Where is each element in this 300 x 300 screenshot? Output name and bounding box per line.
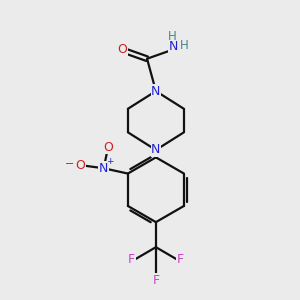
- Text: O: O: [103, 141, 113, 154]
- Text: H: H: [180, 39, 189, 52]
- Text: N: N: [151, 143, 160, 157]
- Text: F: F: [176, 253, 184, 266]
- Text: N: N: [169, 40, 178, 53]
- Text: −: −: [64, 159, 74, 169]
- Text: O: O: [117, 44, 127, 56]
- Text: N: N: [99, 162, 108, 175]
- Text: O: O: [75, 159, 85, 172]
- Text: F: F: [152, 274, 160, 286]
- Text: F: F: [128, 253, 135, 266]
- Text: H: H: [168, 30, 176, 43]
- Text: N: N: [151, 85, 160, 98]
- Text: +: +: [106, 157, 114, 166]
